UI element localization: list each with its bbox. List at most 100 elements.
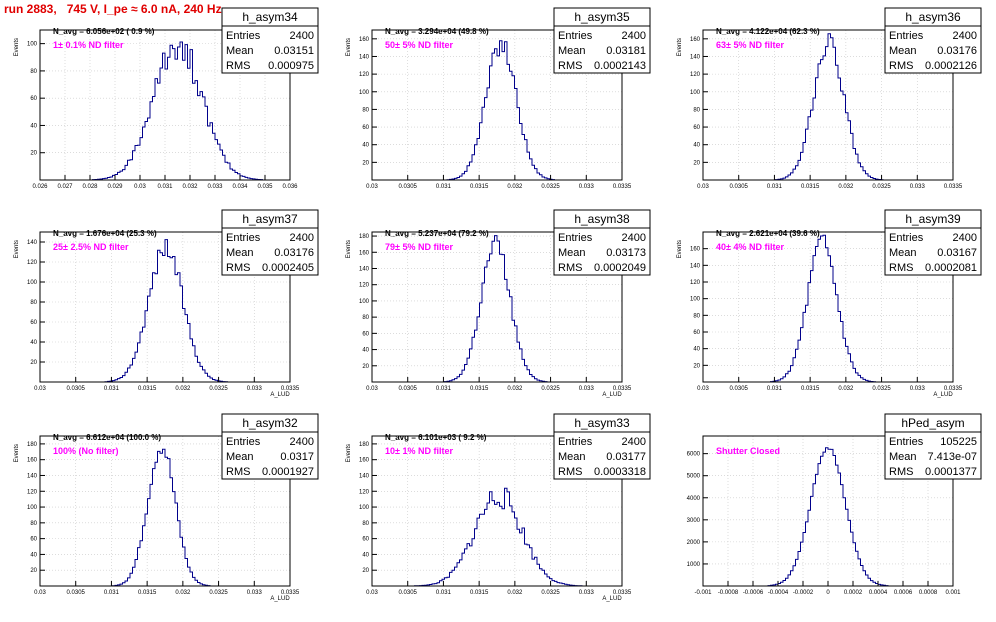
- stats-label: Entries: [889, 232, 924, 244]
- filter-note: 63± 5% ND filter: [716, 40, 784, 50]
- histogram-name: h_asym34: [242, 10, 298, 24]
- stats-label: Entries: [889, 30, 924, 42]
- stats-value: 2400: [622, 232, 646, 244]
- y-tick-label: 60: [30, 537, 37, 543]
- stats-value: 0.03176: [937, 45, 977, 57]
- x-tick-label: -0.0008: [718, 590, 739, 596]
- y-tick-label: 120: [27, 489, 38, 495]
- stats-box: [884, 227, 982, 276]
- stats-label: Mean: [889, 247, 917, 259]
- stats-box: [221, 227, 319, 276]
- stats-value: 2400: [953, 30, 977, 42]
- x-axis-title: A_LUD: [270, 392, 290, 398]
- x-tick-label: 0.0335: [944, 184, 963, 190]
- y-axis-title: Events: [677, 240, 683, 258]
- x-tick-label: 0.001: [945, 590, 961, 596]
- plot-frame: [371, 435, 623, 587]
- x-axis-title: A_LUD: [602, 392, 622, 398]
- stats-value: 2400: [290, 232, 314, 244]
- x-tick-label: 0.032: [182, 184, 198, 190]
- x-tick-label: 0.031: [436, 386, 452, 392]
- stats-value: 0.03176: [274, 247, 314, 259]
- x-tick-label: 0.033: [910, 184, 926, 190]
- x-tick-label: 0.0315: [470, 590, 489, 596]
- histogram-name: hPed_asym: [901, 416, 964, 430]
- x-tick-label: 0.033: [247, 590, 263, 596]
- y-tick-label: 3000: [687, 518, 701, 524]
- y-tick-label: 40: [693, 143, 700, 149]
- histogram-name: h_asym36: [905, 10, 961, 24]
- x-tick-label: 0.032: [507, 590, 523, 596]
- x-tick-label: 0.032: [175, 386, 191, 392]
- stats-value: 0.03181: [606, 45, 646, 57]
- y-tick-label: 20: [30, 151, 37, 157]
- x-tick-label: 0.031: [104, 590, 120, 596]
- stats-label: Mean: [226, 451, 254, 463]
- x-tick-label: 0.03: [697, 386, 709, 392]
- x-tick-label: -0.001: [694, 590, 712, 596]
- stats-value: 0.0001377: [925, 466, 977, 478]
- x-tick-label: 0.03: [34, 386, 46, 392]
- x-tick-label: 0.03: [34, 590, 46, 596]
- x-tick-label: 0.0305: [399, 184, 418, 190]
- histogram-panel-h_asym39: 0.03 0.0305 0.031 0.0315 0.032 0.0325 0.033 0.0…: [677, 209, 982, 398]
- histogram-panel-hPed_asym: -0.001 -0.0008 -0.0006 -0.0004 -0.0002 0 0.000…: [687, 413, 982, 596]
- x-tick-label: 0.0305: [67, 590, 86, 596]
- y-tick-label: 100: [690, 90, 701, 96]
- histogram-panel-h_asym33: 0.03 0.0305 0.031 0.0315 0.032 0.0325 0.033 0.0…: [346, 413, 651, 602]
- x-tick-label: 0.0305: [399, 590, 418, 596]
- navg-label: N_avg = 2.621e+04 (39.6 %): [716, 229, 820, 238]
- stats-box: [553, 431, 651, 480]
- x-tick-label: 0.035: [257, 184, 273, 190]
- y-tick-label: 120: [27, 260, 38, 266]
- y-tick-label: 1000: [687, 562, 701, 568]
- navg-label: N_avg = 3.294e+04 (49.8 %): [385, 27, 489, 36]
- x-tick-label: 0.033: [579, 184, 595, 190]
- plot-frame: [371, 231, 623, 383]
- stats-label: RMS: [558, 466, 582, 478]
- y-tick-label: 100: [359, 505, 370, 511]
- y-tick-label: 120: [359, 489, 370, 495]
- x-tick-label: 0.031: [436, 590, 452, 596]
- stats-label: RMS: [558, 60, 582, 72]
- y-tick-label: 2000: [687, 540, 701, 546]
- filter-note: 50± 5% ND filter: [385, 40, 453, 50]
- x-tick-label: 0.0325: [209, 386, 228, 392]
- x-tick-label: 0.0325: [541, 184, 560, 190]
- navg-label: N_avg = 6.101e+03 ( 9.2 %): [385, 433, 487, 442]
- y-tick-label: 160: [359, 250, 370, 256]
- y-tick-label: 40: [362, 143, 369, 149]
- x-tick-label: 0.0325: [541, 590, 560, 596]
- x-tick-label: 0.028: [82, 184, 98, 190]
- stats-label: RMS: [558, 262, 582, 274]
- y-tick-label: 140: [27, 473, 38, 479]
- x-tick-label: -0.0004: [768, 590, 789, 596]
- x-tick-label: 0.0305: [730, 386, 749, 392]
- histogram-name: h_asym38: [574, 212, 630, 226]
- stats-label: RMS: [889, 262, 913, 274]
- filter-note: Shutter Closed: [716, 446, 780, 456]
- y-tick-label: 20: [693, 160, 700, 166]
- y-tick-label: 80: [30, 521, 37, 527]
- stats-box: [553, 227, 651, 276]
- navg-label: N_avg = 1.676e+04 (25.3 %): [53, 229, 157, 238]
- histogram-name: h_asym35: [574, 10, 630, 24]
- navg-label: N_avg = 6.056e+02 ( 0.9 %): [53, 27, 155, 36]
- y-tick-label: 40: [30, 552, 37, 558]
- stats-value: 105225: [940, 436, 977, 448]
- x-tick-label: 0.0315: [138, 386, 157, 392]
- stats-box: [221, 25, 319, 74]
- x-tick-label: 0.031: [436, 184, 452, 190]
- x-tick-label: 0.0002: [844, 590, 863, 596]
- histogram-panel-h_asym35: 0.03 0.0305 0.031 0.0315 0.032 0.0325 0.033 0.0…: [346, 7, 651, 190]
- y-axis-title: Events: [346, 240, 352, 258]
- histogram-name: h_asym37: [242, 212, 298, 226]
- y-tick-label: 100: [27, 505, 38, 511]
- stats-value: 2400: [953, 232, 977, 244]
- y-tick-label: 160: [27, 458, 38, 464]
- stats-label: RMS: [226, 60, 250, 72]
- x-tick-label: 0.033: [579, 590, 595, 596]
- y-tick-label: 140: [359, 54, 370, 60]
- stats-value: 2400: [290, 30, 314, 42]
- x-tick-label: 0.0315: [470, 386, 489, 392]
